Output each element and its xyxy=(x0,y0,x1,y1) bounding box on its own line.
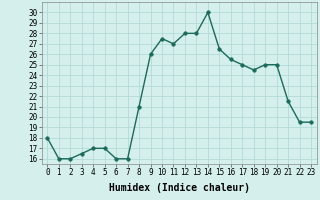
X-axis label: Humidex (Indice chaleur): Humidex (Indice chaleur) xyxy=(109,183,250,193)
